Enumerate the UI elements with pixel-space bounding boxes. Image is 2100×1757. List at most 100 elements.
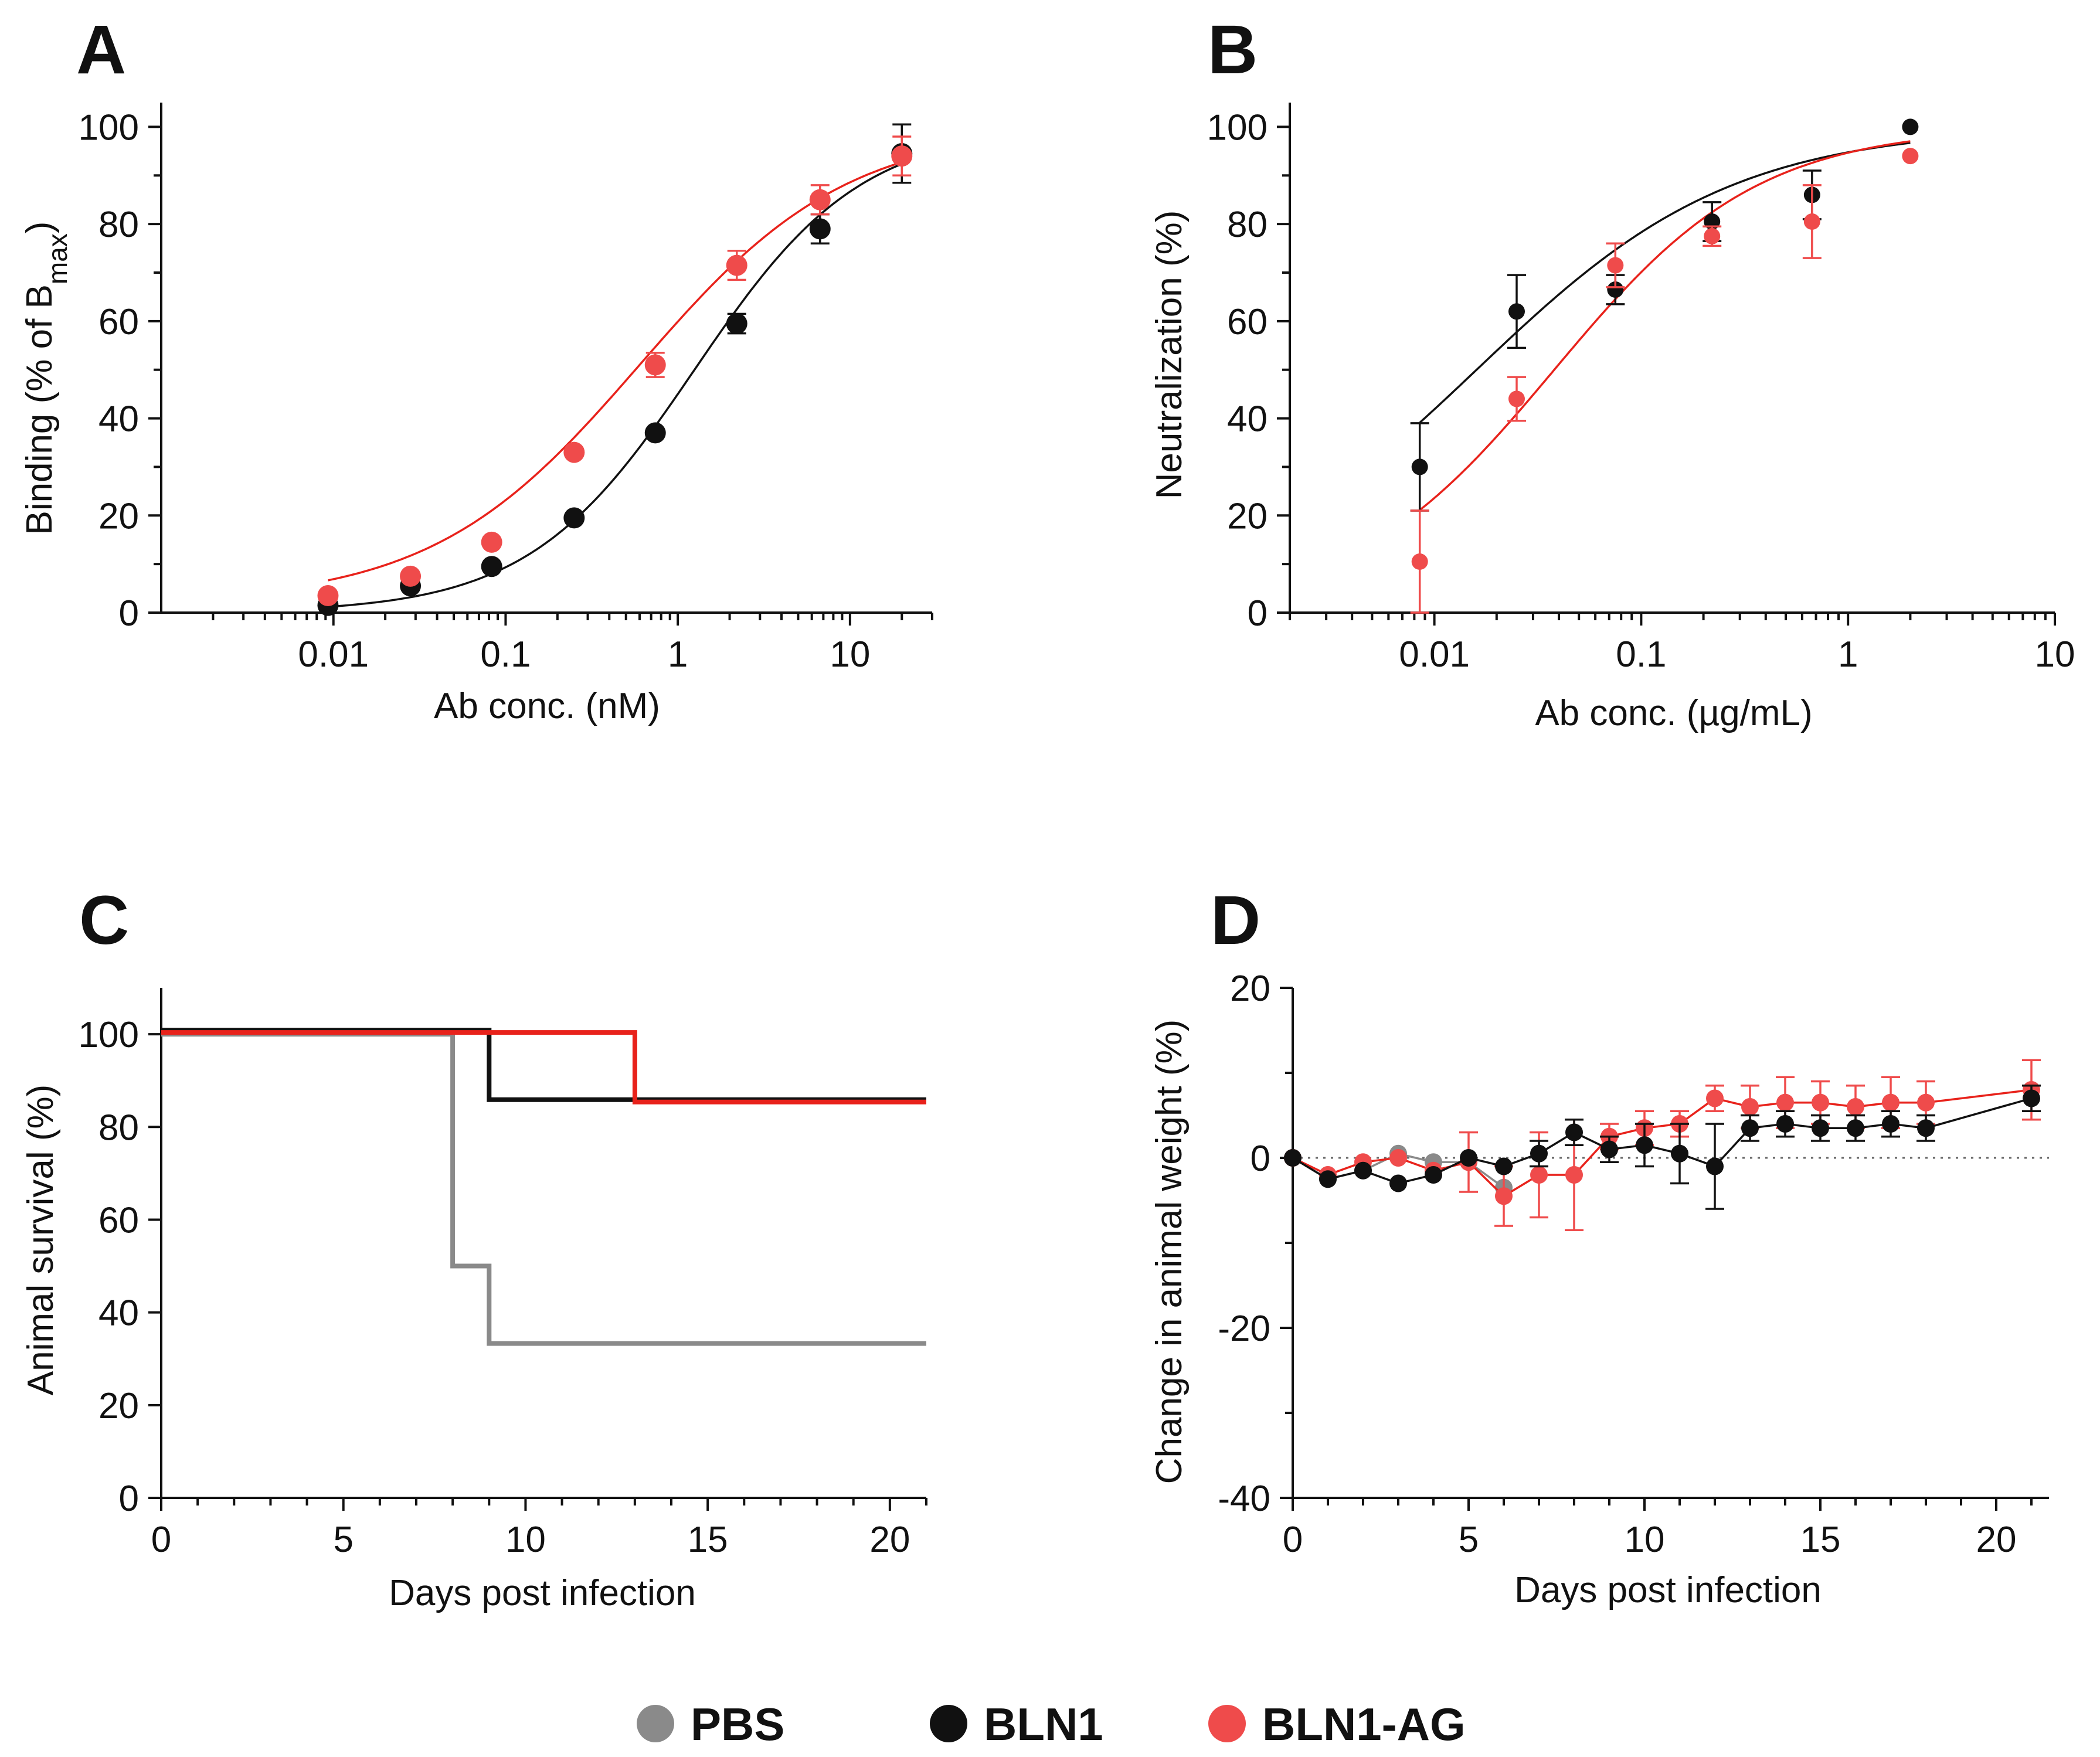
panel-d-y-tick-label: 20 [1230,968,1270,1009]
panel-d-plot [1284,1059,2049,1231]
panel-a-x-tick-label: 10 [830,634,870,675]
panel-b-y-tick-label: 40 [1227,399,1268,440]
panel-d-bln1-point [1319,1170,1337,1188]
panel-d-ylabel: Change in animal weight (%) [1149,1019,1190,1484]
panel-a-label: A [76,11,126,89]
panel-d-bln1-point [1776,1115,1794,1133]
panel-a-bln1-ag-point [400,565,422,587]
panel-d-x-tick-label: 20 [1976,1520,2017,1560]
panel-a-y-tick-label: 0 [119,593,139,634]
panel-b-x-tick-label: 0.01 [1399,634,1470,675]
panel-d-x-tick-label: 10 [1625,1520,1665,1560]
panel-a-bln1-point [563,507,585,529]
panel-d-bln1-point [1354,1161,1372,1180]
panel-d-bln1-ag-point [1776,1093,1794,1112]
panel-d-x-tick-label: 15 [1800,1520,1841,1560]
panel-c-plot [161,1028,926,1346]
panel-c-x-tick-label: 15 [688,1520,728,1560]
panel-d-bln1-ag-point [1495,1187,1513,1205]
panel-d-xlabel: Days post infection [1514,1570,1822,1610]
panel-b-y-tick-label: 20 [1227,496,1268,536]
panel-b-bln1-ag-point [1704,227,1721,244]
panel-a-y-tick-label: 20 [98,496,139,536]
panel-a-plot [317,123,913,616]
panel-a-bln1-ag-point [726,254,747,276]
legend-marker-bln1 [930,1705,967,1742]
panel-d-bln1-point [1812,1119,1829,1137]
panel-d-bln1-point [1847,1119,1864,1137]
panel-c-x-tick-label: 0 [151,1520,171,1560]
panel-a-bln1-ag-fit-curve [328,161,902,582]
panel-d-x-tick-label: 5 [1459,1520,1479,1560]
panel-c-xlabel: Days post infection [389,1573,696,1613]
panel-c-bln1-survival-step [161,1028,926,1102]
panel-b-bln1-ag-point [1803,213,1820,230]
panel-d-bln1-ag-point [1706,1089,1724,1107]
panel-d-bln1-ag-point [1812,1093,1829,1112]
panel-a-x-tick-label: 1 [668,634,688,675]
panel-d-bln1-ag-point [1917,1093,1935,1112]
panel-c-y-tick-label: 20 [98,1386,139,1426]
panel-b-y-tick-label: 80 [1227,205,1268,245]
panel-a-bln1-ag-point [481,531,502,553]
panel-a-ylabel-sub: max [42,233,73,284]
legend-label-pbs: PBS [691,1698,784,1750]
panel-a-bln1-ag-point [809,189,831,210]
panel-c-pbs-survival-step [161,1032,926,1346]
legend: PBS BLN1 BLN1-AG [637,1698,1466,1750]
legend-marker-pbs [637,1705,674,1742]
panel-d-y-tick-label: -20 [1218,1309,1270,1349]
panel-b-x-tick-label: 1 [1838,634,1858,675]
panel-d-bln1-point [1882,1115,1899,1133]
panel-c: C 0 5 10 15 20 0 20 40 60 80 100 Days post infecti… [21,882,927,1613]
panel-b-bln1-point [1508,303,1525,320]
panel-b-bln1-ag-fit-curve [1419,140,1911,511]
panel-d-bln1-ag-point [1389,1149,1407,1167]
panel-a-bln1-ag-point [891,145,913,167]
panel-a-bln1-fit-curve [328,162,902,608]
panel-c-x-tick-label: 10 [505,1520,546,1560]
panel-b-x-tick-label: 10 [2035,634,2075,675]
panel-a-bln1-point [809,218,831,240]
panel-a-bln1-point [644,422,666,444]
panel-b-y-tick-label: 0 [1248,593,1268,634]
panel-a-bln1-point [481,556,502,577]
panel-d-bln1-point [1460,1149,1477,1167]
panel-c-y-tick-label: 60 [98,1200,139,1241]
panel-d-bln1-point [1706,1157,1724,1175]
panel-d-bln1-point [1601,1140,1618,1158]
panel-c-y-tick-label: 100 [79,1015,139,1055]
panel-d-bln1-point [1530,1144,1548,1163]
panel-d-bln1-point [1284,1149,1302,1167]
panel-c-y-tick-label: 0 [119,1479,139,1519]
panel-d-bln1-ag-point [1741,1098,1759,1116]
panel-a-bln1-ag-point [644,354,666,376]
panel-c-axes: 0 5 10 15 20 0 20 40 60 80 100 [79,988,927,1560]
panel-a-x-tick-label: 0.1 [480,634,531,675]
panel-d-bln1-ag-point [1882,1093,1899,1112]
panel-a-bln1-point [726,313,747,334]
panel-d-y-tick-label: 0 [1251,1139,1270,1179]
panel-a-ylabel-main: Binding (% of B [19,284,60,535]
panel-a-y-tick-label: 100 [79,107,139,148]
panel-d-bln1-point [1917,1119,1935,1137]
panel-d-bln1-point [2023,1089,2040,1107]
panel-d-bln1-point [1671,1144,1688,1163]
panel-a-y-tick-label: 40 [98,399,139,440]
panel-b-bln1-ag-point [1902,148,1919,165]
legend-marker-bln1-ag [1208,1705,1246,1742]
panel-d-bln1-point [1741,1119,1759,1137]
panel-d-x-tick-label: 0 [1283,1520,1303,1560]
panel-a-y-tick-label: 80 [98,205,139,245]
panel-c-ylabel: Animal survival (%) [21,1085,61,1396]
panel-a-bln1-ag-point [317,585,339,606]
panel-d-bln1-ag-point [1565,1166,1583,1184]
panel-b-bln1-fit-curve [1419,141,1911,424]
panel-b-plot [1410,118,1919,614]
panel-c-x-tick-label: 5 [333,1520,353,1560]
panel-d-label: D [1211,882,1260,959]
panel-a-ylabel: Binding (% of Bmax) [19,222,73,535]
